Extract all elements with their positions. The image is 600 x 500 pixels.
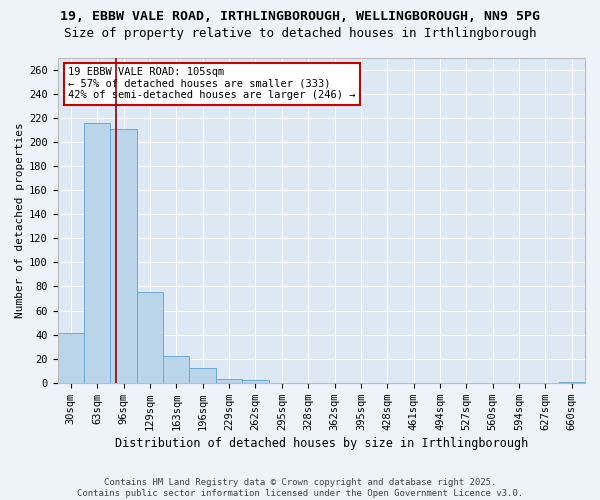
Bar [559,382,585,383]
Text: Size of property relative to detached houses in Irthlingborough: Size of property relative to detached ho… [64,28,536,40]
Bar [84,122,110,383]
Bar [216,379,242,383]
Bar [190,368,216,383]
Y-axis label: Number of detached properties: Number of detached properties [15,122,25,318]
Text: 19 EBBW VALE ROAD: 105sqm
← 57% of detached houses are smaller (333)
42% of semi: 19 EBBW VALE ROAD: 105sqm ← 57% of detac… [68,68,356,100]
Text: 19, EBBW VALE ROAD, IRTHLINGBOROUGH, WELLINGBOROUGH, NN9 5PG: 19, EBBW VALE ROAD, IRTHLINGBOROUGH, WEL… [60,10,540,23]
Bar [137,292,163,383]
Bar [163,356,190,383]
Bar [58,334,84,383]
Text: Contains HM Land Registry data © Crown copyright and database right 2025.
Contai: Contains HM Land Registry data © Crown c… [77,478,523,498]
Bar [110,128,137,383]
X-axis label: Distribution of detached houses by size in Irthlingborough: Distribution of detached houses by size … [115,437,528,450]
Bar [242,380,269,383]
